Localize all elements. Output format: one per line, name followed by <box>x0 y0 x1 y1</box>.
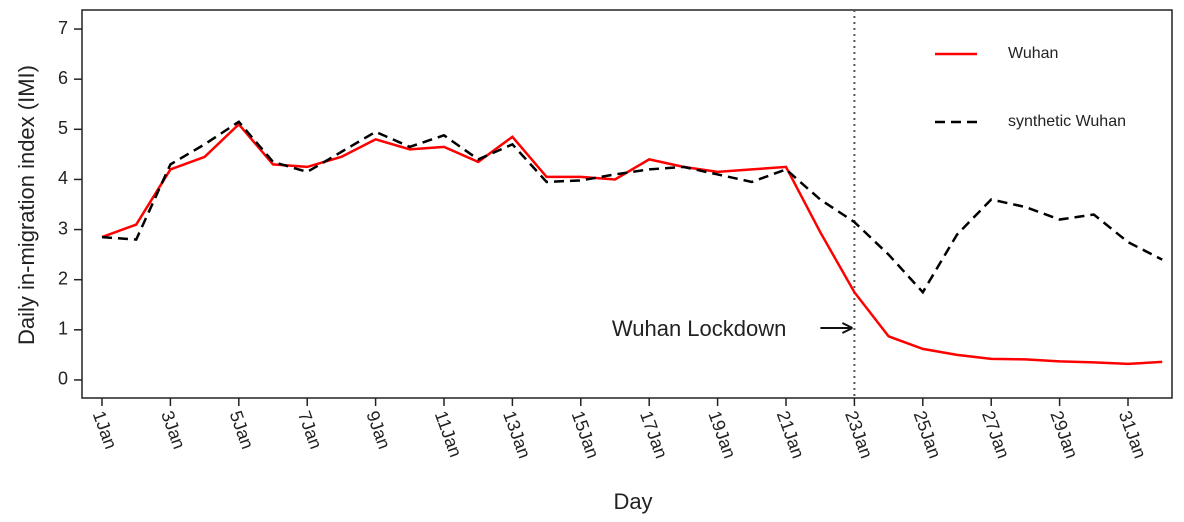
x-tick-label: 31Jan <box>1115 408 1151 461</box>
x-tick-label: 9Jan <box>362 408 394 452</box>
y-tick-label: 5 <box>58 118 68 138</box>
plot-frame <box>81 9 1173 399</box>
x-tick-label: 23Jan <box>841 408 877 461</box>
annotation: Wuhan Lockdown <box>612 316 787 341</box>
y-tick-label: 7 <box>58 18 68 38</box>
x-tick-label: 21Jan <box>773 408 809 461</box>
x-tick-label: 15Jan <box>568 408 604 461</box>
x-tick-label: 29Jan <box>1046 408 1082 461</box>
y-tick-label: 1 <box>58 319 68 339</box>
x-axis-title: Day <box>613 489 652 514</box>
y-tick-label: 3 <box>58 218 68 238</box>
y-tick-label: 2 <box>58 268 68 288</box>
x-tick-label: 7Jan <box>294 408 326 452</box>
y-tick-label: 6 <box>58 68 68 88</box>
legend-label: synthetic Wuhan <box>1008 113 1126 130</box>
y-tick-label: 0 <box>58 369 68 389</box>
y-axis-title: Daily in-migration index (IMI) <box>14 65 39 345</box>
x-tick-label: 25Jan <box>910 408 946 461</box>
x-tick-label: 13Jan <box>499 408 535 461</box>
x-tick-label: 3Jan <box>157 408 189 452</box>
lockdown-arrowhead <box>841 322 853 334</box>
y-tick-label: 4 <box>58 168 68 188</box>
x-tick-label: 27Jan <box>978 408 1014 461</box>
x-tick-label: 17Jan <box>636 408 672 461</box>
x-tick-label: 1Jan <box>89 408 121 452</box>
series-line <box>101 120 1163 295</box>
x-tick-label: 19Jan <box>704 408 740 461</box>
x-tick-label: 11Jan <box>431 408 466 460</box>
legend-label: Wuhan <box>1008 45 1058 62</box>
x-tick-label: 5Jan <box>226 408 258 452</box>
